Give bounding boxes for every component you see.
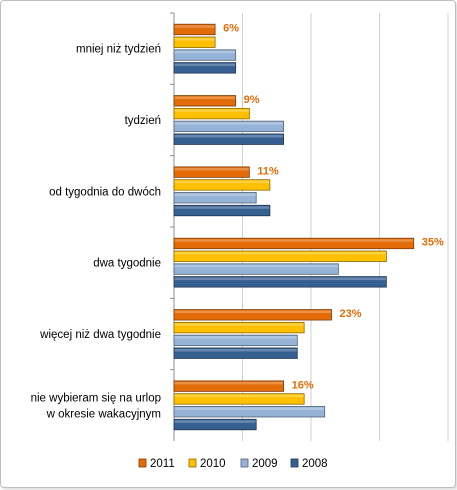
bar-2008 [173, 133, 284, 145]
bar-2009 [173, 263, 339, 275]
data-label: 35% [422, 237, 444, 249]
bar-2010 [173, 321, 305, 334]
bar-highlight [174, 394, 304, 398]
bar-highlight [174, 310, 332, 314]
bar-highlight [174, 25, 215, 28]
bar-highlight [174, 134, 284, 138]
bar-highlight [174, 381, 284, 385]
bar-highlight [174, 167, 249, 171]
bar-highlight [174, 336, 297, 339]
bar-2010 [173, 393, 305, 405]
bar-highlight [174, 252, 386, 255]
bar-highlight [174, 96, 236, 100]
bar-highlight [174, 180, 270, 184]
bar-2011 [173, 166, 250, 178]
bar-2010 [173, 36, 216, 48]
bar-2011 [173, 23, 216, 36]
bar-2009 [173, 406, 326, 418]
bar-highlight [174, 420, 256, 423]
legend-swatch-2008 [290, 458, 299, 468]
bar-2009 [173, 334, 298, 347]
bar-2008 [173, 62, 237, 74]
legend-label-2008: 2008 [302, 458, 328, 470]
bar-highlight [174, 323, 304, 326]
bar-2011 [173, 380, 284, 392]
bar-highlight [174, 109, 249, 112]
bar-highlight [174, 239, 414, 242]
data-label: 9% [244, 94, 260, 106]
bar-highlight [174, 206, 270, 209]
bar-highlight [174, 38, 215, 41]
data-label: 11% [257, 165, 279, 177]
bar-2011 [173, 95, 237, 107]
data-label: 23% [340, 308, 362, 320]
bar-highlight [174, 407, 325, 410]
category-label: tydzień [125, 115, 161, 127]
legend-swatch-2010 [188, 458, 197, 468]
bar-2010 [173, 179, 271, 191]
bar-2008 [173, 276, 387, 288]
category-label: więcej niż dwa tygodnie [39, 329, 161, 341]
bar-2009 [173, 49, 237, 61]
bar-2011 [173, 309, 332, 321]
bar-highlight [174, 50, 236, 54]
legend-label-2010: 2010 [200, 458, 226, 470]
bar-2008 [173, 418, 257, 431]
bar-2011 [173, 237, 415, 250]
bar-2009 [173, 120, 284, 133]
legend-swatch-2009 [240, 458, 249, 468]
bar-highlight [174, 122, 284, 125]
bar-highlight [174, 63, 236, 67]
data-label: 16% [292, 379, 314, 391]
data-label: 6% [223, 23, 239, 35]
bar-2008 [173, 204, 271, 217]
bar-2010 [173, 250, 387, 262]
bar-highlight [174, 348, 297, 352]
category-label: nie wybieram się na urlop [31, 392, 161, 404]
bar-2008 [173, 347, 298, 359]
category-label: mniej niż tydzień [76, 44, 161, 56]
category-label: w okresie wakacyjnym [46, 408, 161, 420]
legend-label-2009: 2009 [252, 458, 278, 470]
bar-2010 [173, 107, 250, 120]
bar-highlight [174, 277, 386, 281]
bar-highlight [174, 264, 338, 268]
bar-highlight [174, 193, 256, 196]
legend-swatch-2011 [138, 458, 147, 468]
bar-2009 [173, 192, 257, 204]
category-label: od tygodnia do dwóch [49, 186, 161, 198]
category-label: dwa tygodnie [93, 258, 161, 270]
legend-label-2011: 2011 [150, 458, 175, 470]
